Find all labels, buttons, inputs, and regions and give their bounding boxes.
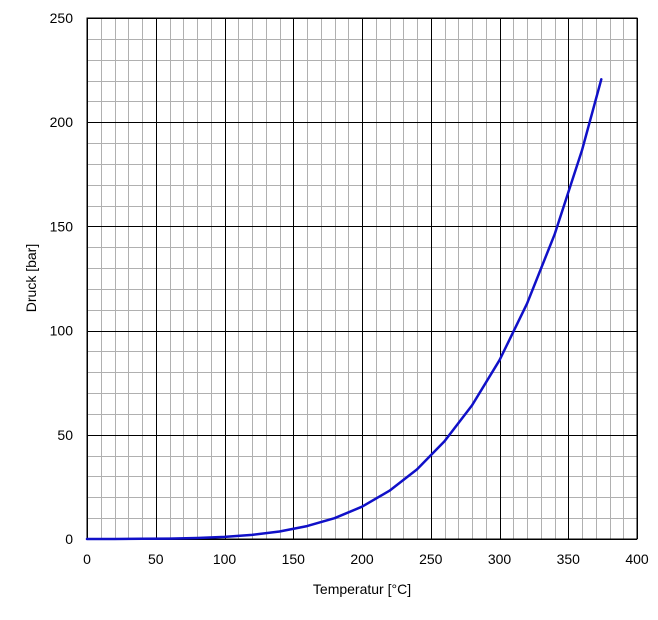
y-tick-label: 100 bbox=[50, 323, 74, 339]
y-tick-label: 50 bbox=[57, 427, 73, 443]
y-tick-label: 250 bbox=[50, 10, 74, 26]
x-tick-label: 350 bbox=[557, 551, 581, 567]
y-tick-label: 150 bbox=[50, 218, 74, 234]
y-tick-labels: 0 50 100 150 200 250 bbox=[50, 10, 74, 547]
plot-frame bbox=[86, 17, 638, 540]
x-tick-label: 300 bbox=[488, 551, 512, 567]
x-axis-title: Temperatur [°C] bbox=[313, 581, 411, 597]
series-layer bbox=[85, 78, 603, 541]
x-tick-label: 250 bbox=[419, 551, 443, 567]
x-tick-label: 100 bbox=[213, 551, 237, 567]
series-line bbox=[85, 78, 603, 541]
x-tick-label: 200 bbox=[350, 551, 374, 567]
x-tick-label: 50 bbox=[148, 551, 164, 567]
x-tick-label: 400 bbox=[625, 551, 649, 567]
x-tick-label: 150 bbox=[282, 551, 306, 567]
y-tick-label: 0 bbox=[65, 531, 73, 547]
y-tick-label: 200 bbox=[50, 114, 74, 130]
minor-grid bbox=[87, 18, 637, 539]
y-axis-title: Druck [bar] bbox=[23, 244, 39, 312]
x-tick-label: 0 bbox=[83, 551, 91, 567]
x-tick-labels: 0 50 100 150 200 250 300 350 400 bbox=[83, 551, 649, 567]
